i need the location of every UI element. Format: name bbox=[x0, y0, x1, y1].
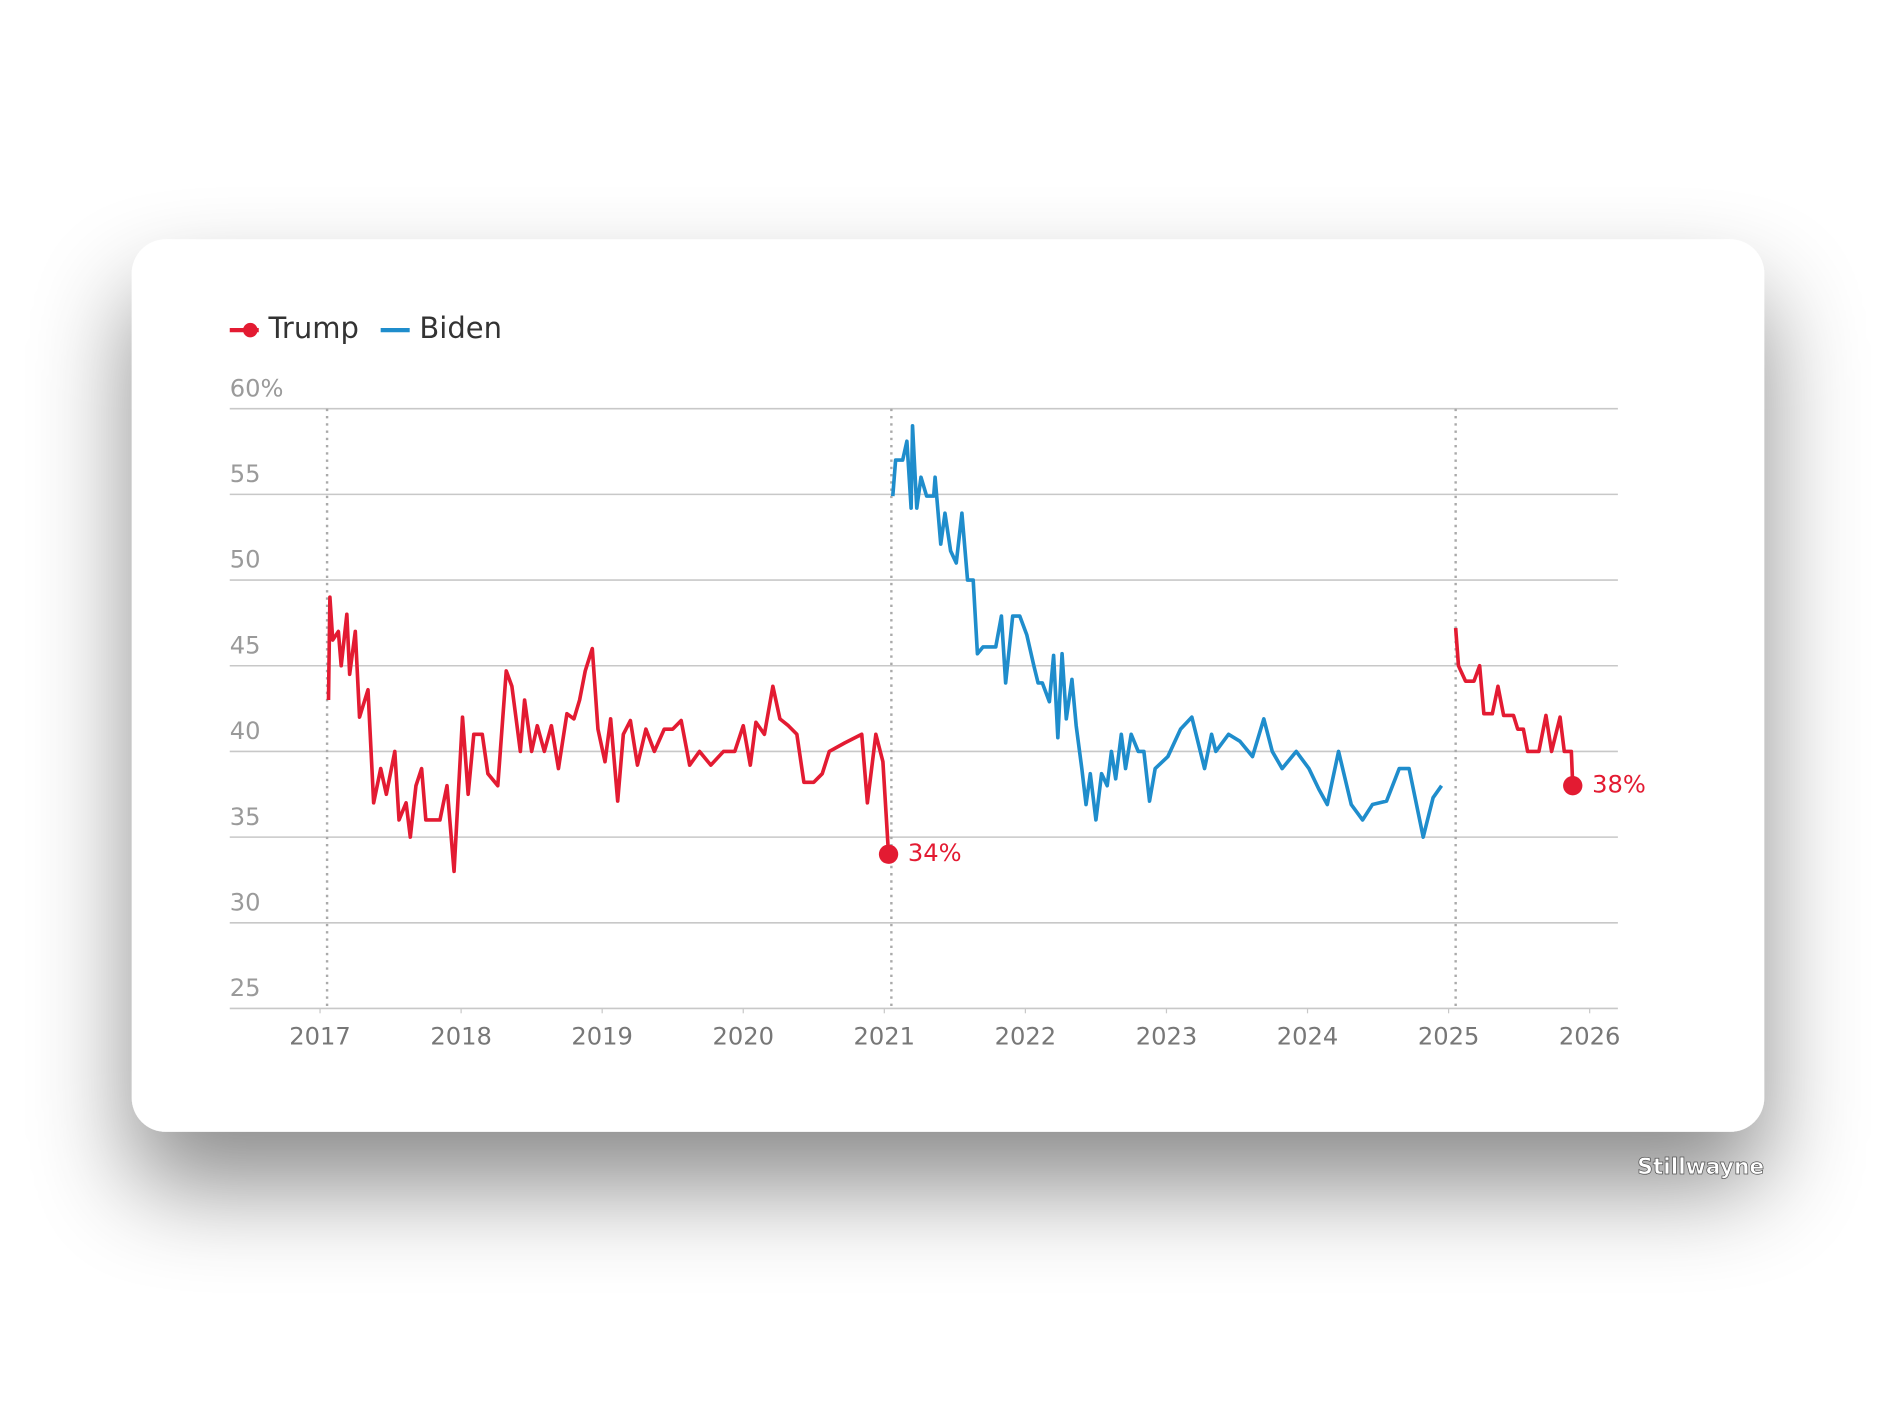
x-tick-label: 2021 bbox=[854, 1022, 916, 1050]
series-line bbox=[326, 595, 1575, 874]
x-tick-label: 2020 bbox=[712, 1022, 774, 1050]
series-line bbox=[890, 424, 1444, 839]
y-tick-label: 40 bbox=[230, 717, 261, 745]
x-tick-label: 2024 bbox=[1277, 1022, 1339, 1050]
y-tick-label: 35 bbox=[230, 803, 261, 831]
data-label: 38% bbox=[1592, 771, 1646, 799]
y-tick-label: 25 bbox=[230, 974, 261, 1002]
x-tick-label: 2023 bbox=[1136, 1022, 1198, 1050]
legend-label: Trump bbox=[267, 311, 358, 345]
plot-area: 25 30 35 40 45 60% 50 55 2017 2018 2019 2020 2021 202… bbox=[229, 311, 1646, 1050]
data-label: 34% bbox=[908, 839, 962, 867]
card bbox=[131, 239, 1765, 1132]
legend-marker bbox=[243, 322, 258, 338]
y-tick-label: 50 bbox=[230, 546, 261, 574]
watermark: Stillwayne bbox=[1637, 1155, 1764, 1180]
y-tick-label: 60% bbox=[230, 374, 284, 402]
x-tick-label: 2022 bbox=[995, 1022, 1057, 1050]
x-tick-label: 2018 bbox=[430, 1022, 492, 1050]
y-tick-label: 45 bbox=[230, 631, 261, 659]
x-tick-label: 2019 bbox=[571, 1022, 633, 1050]
end-marker bbox=[878, 844, 899, 864]
legend-label: Biden bbox=[419, 311, 502, 345]
x-tick-label: 2026 bbox=[1559, 1022, 1621, 1050]
x-tick-label: 2025 bbox=[1418, 1022, 1480, 1050]
x-tick-label: 2017 bbox=[289, 1022, 351, 1050]
end-marker bbox=[1563, 776, 1583, 796]
y-tick-label: 55 bbox=[230, 460, 261, 488]
y-tick-label: 30 bbox=[230, 888, 261, 916]
